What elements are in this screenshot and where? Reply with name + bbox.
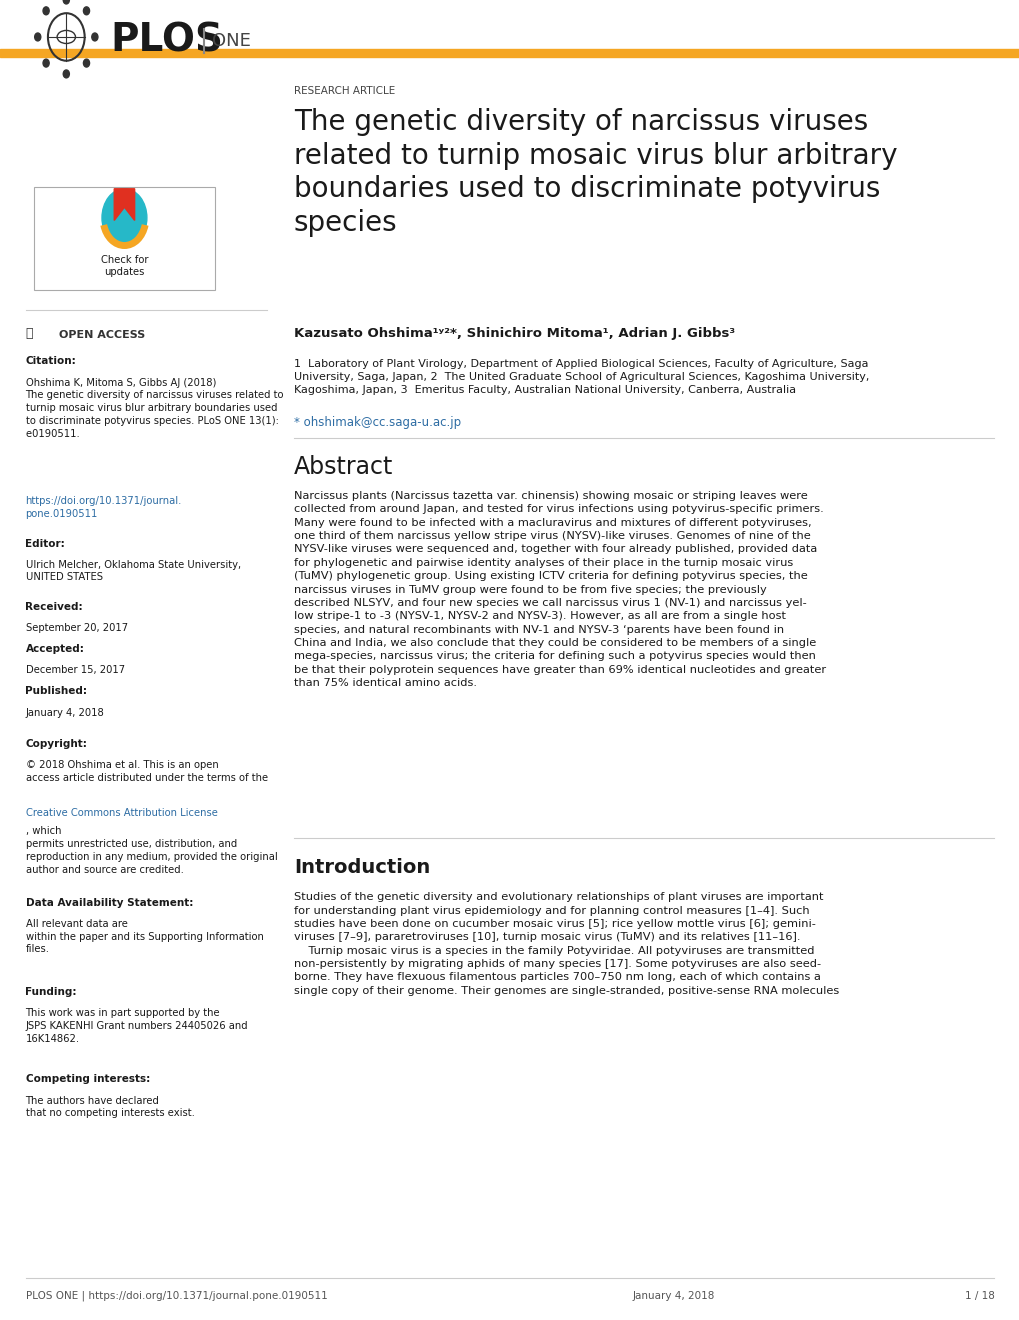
Text: * ohshimak@cc.saga-u.ac.jp: * ohshimak@cc.saga-u.ac.jp (293, 416, 461, 429)
Text: Ulrich Melcher, Oklahoma State University,
UNITED STATES: Ulrich Melcher, Oklahoma State Universit… (25, 560, 240, 582)
Circle shape (43, 7, 49, 15)
Text: , which
permits unrestricted use, distribution, and
reproduction in any medium, : , which permits unrestricted use, distri… (25, 826, 277, 875)
Circle shape (92, 33, 98, 41)
Text: January 4, 2018: January 4, 2018 (632, 1291, 714, 1302)
Text: Check for
updates: Check for updates (101, 255, 148, 277)
Text: RESEARCH ARTICLE: RESEARCH ARTICLE (293, 86, 394, 96)
Text: Studies of the genetic diversity and evolutionary relationships of plant viruses: Studies of the genetic diversity and evo… (293, 892, 839, 995)
Text: https://doi.org/10.1371/journal.
pone.0190511: https://doi.org/10.1371/journal. pone.01… (25, 496, 181, 519)
Text: Kazusato Ohshima¹ʸ²*, Shinichiro Mitoma¹, Adrian J. Gibbs³: Kazusato Ohshima¹ʸ²*, Shinichiro Mitoma¹… (293, 327, 734, 341)
Text: PLOS ONE | https://doi.org/10.1371/journal.pone.0190511: PLOS ONE | https://doi.org/10.1371/journ… (25, 1291, 327, 1302)
Text: Creative Commons Attribution License: Creative Commons Attribution License (25, 808, 217, 818)
FancyBboxPatch shape (34, 187, 215, 290)
Text: January 4, 2018: January 4, 2018 (25, 708, 104, 718)
Circle shape (43, 59, 49, 67)
Polygon shape (114, 189, 135, 220)
Text: PLOS: PLOS (110, 22, 223, 59)
Text: OPEN ACCESS: OPEN ACCESS (59, 330, 146, 341)
Circle shape (63, 70, 69, 78)
Text: Ohshima K, Mitoma S, Gibbs AJ (2018)
The genetic diversity of narcissus viruses : Ohshima K, Mitoma S, Gibbs AJ (2018) The… (25, 378, 283, 438)
Circle shape (84, 7, 90, 15)
Text: 🔓: 🔓 (25, 327, 33, 341)
Text: Received:: Received: (25, 602, 83, 612)
Text: Published:: Published: (25, 686, 88, 697)
Circle shape (63, 0, 69, 4)
Text: 1 / 18: 1 / 18 (964, 1291, 994, 1302)
Text: Citation:: Citation: (25, 356, 76, 367)
Text: Editor:: Editor: (25, 539, 65, 549)
Text: The genetic diversity of narcissus viruses
related to turnip mosaic virus blur a: The genetic diversity of narcissus virus… (293, 108, 897, 236)
Circle shape (84, 59, 90, 67)
Text: Competing interests:: Competing interests: (25, 1074, 150, 1085)
Text: December 15, 2017: December 15, 2017 (25, 665, 124, 676)
Text: September 20, 2017: September 20, 2017 (25, 623, 127, 634)
Text: The authors have declared
that no competing interests exist.: The authors have declared that no compet… (25, 1096, 195, 1118)
Text: Data Availability Statement:: Data Availability Statement: (25, 898, 193, 908)
Text: Funding:: Funding: (25, 987, 76, 998)
Text: This work was in part supported by the
JSPS KAKENHI Grant numbers 24405026 and
1: This work was in part supported by the J… (25, 1008, 248, 1044)
Text: Introduction: Introduction (293, 858, 430, 876)
Circle shape (35, 33, 41, 41)
Text: 1  Laboratory of Plant Virology, Department of Applied Biological Sciences, Facu: 1 Laboratory of Plant Virology, Departme… (293, 359, 868, 396)
Bar (0, 49, 1019, 57)
Text: Narcissus plants (Narcissus tazetta var. chinensis) showing mosaic or striping l: Narcissus plants (Narcissus tazetta var.… (293, 491, 825, 688)
Text: All relevant data are
within the paper and its Supporting Information
files.: All relevant data are within the paper a… (25, 919, 263, 954)
Text: ONE: ONE (212, 32, 251, 50)
Text: © 2018 Ohshima et al. This is an open
access article distributed under the terms: © 2018 Ohshima et al. This is an open ac… (25, 760, 267, 783)
Circle shape (102, 189, 147, 247)
Text: Accepted:: Accepted: (25, 644, 85, 655)
Text: Abstract: Abstract (293, 455, 392, 479)
Text: Copyright:: Copyright: (25, 739, 88, 750)
